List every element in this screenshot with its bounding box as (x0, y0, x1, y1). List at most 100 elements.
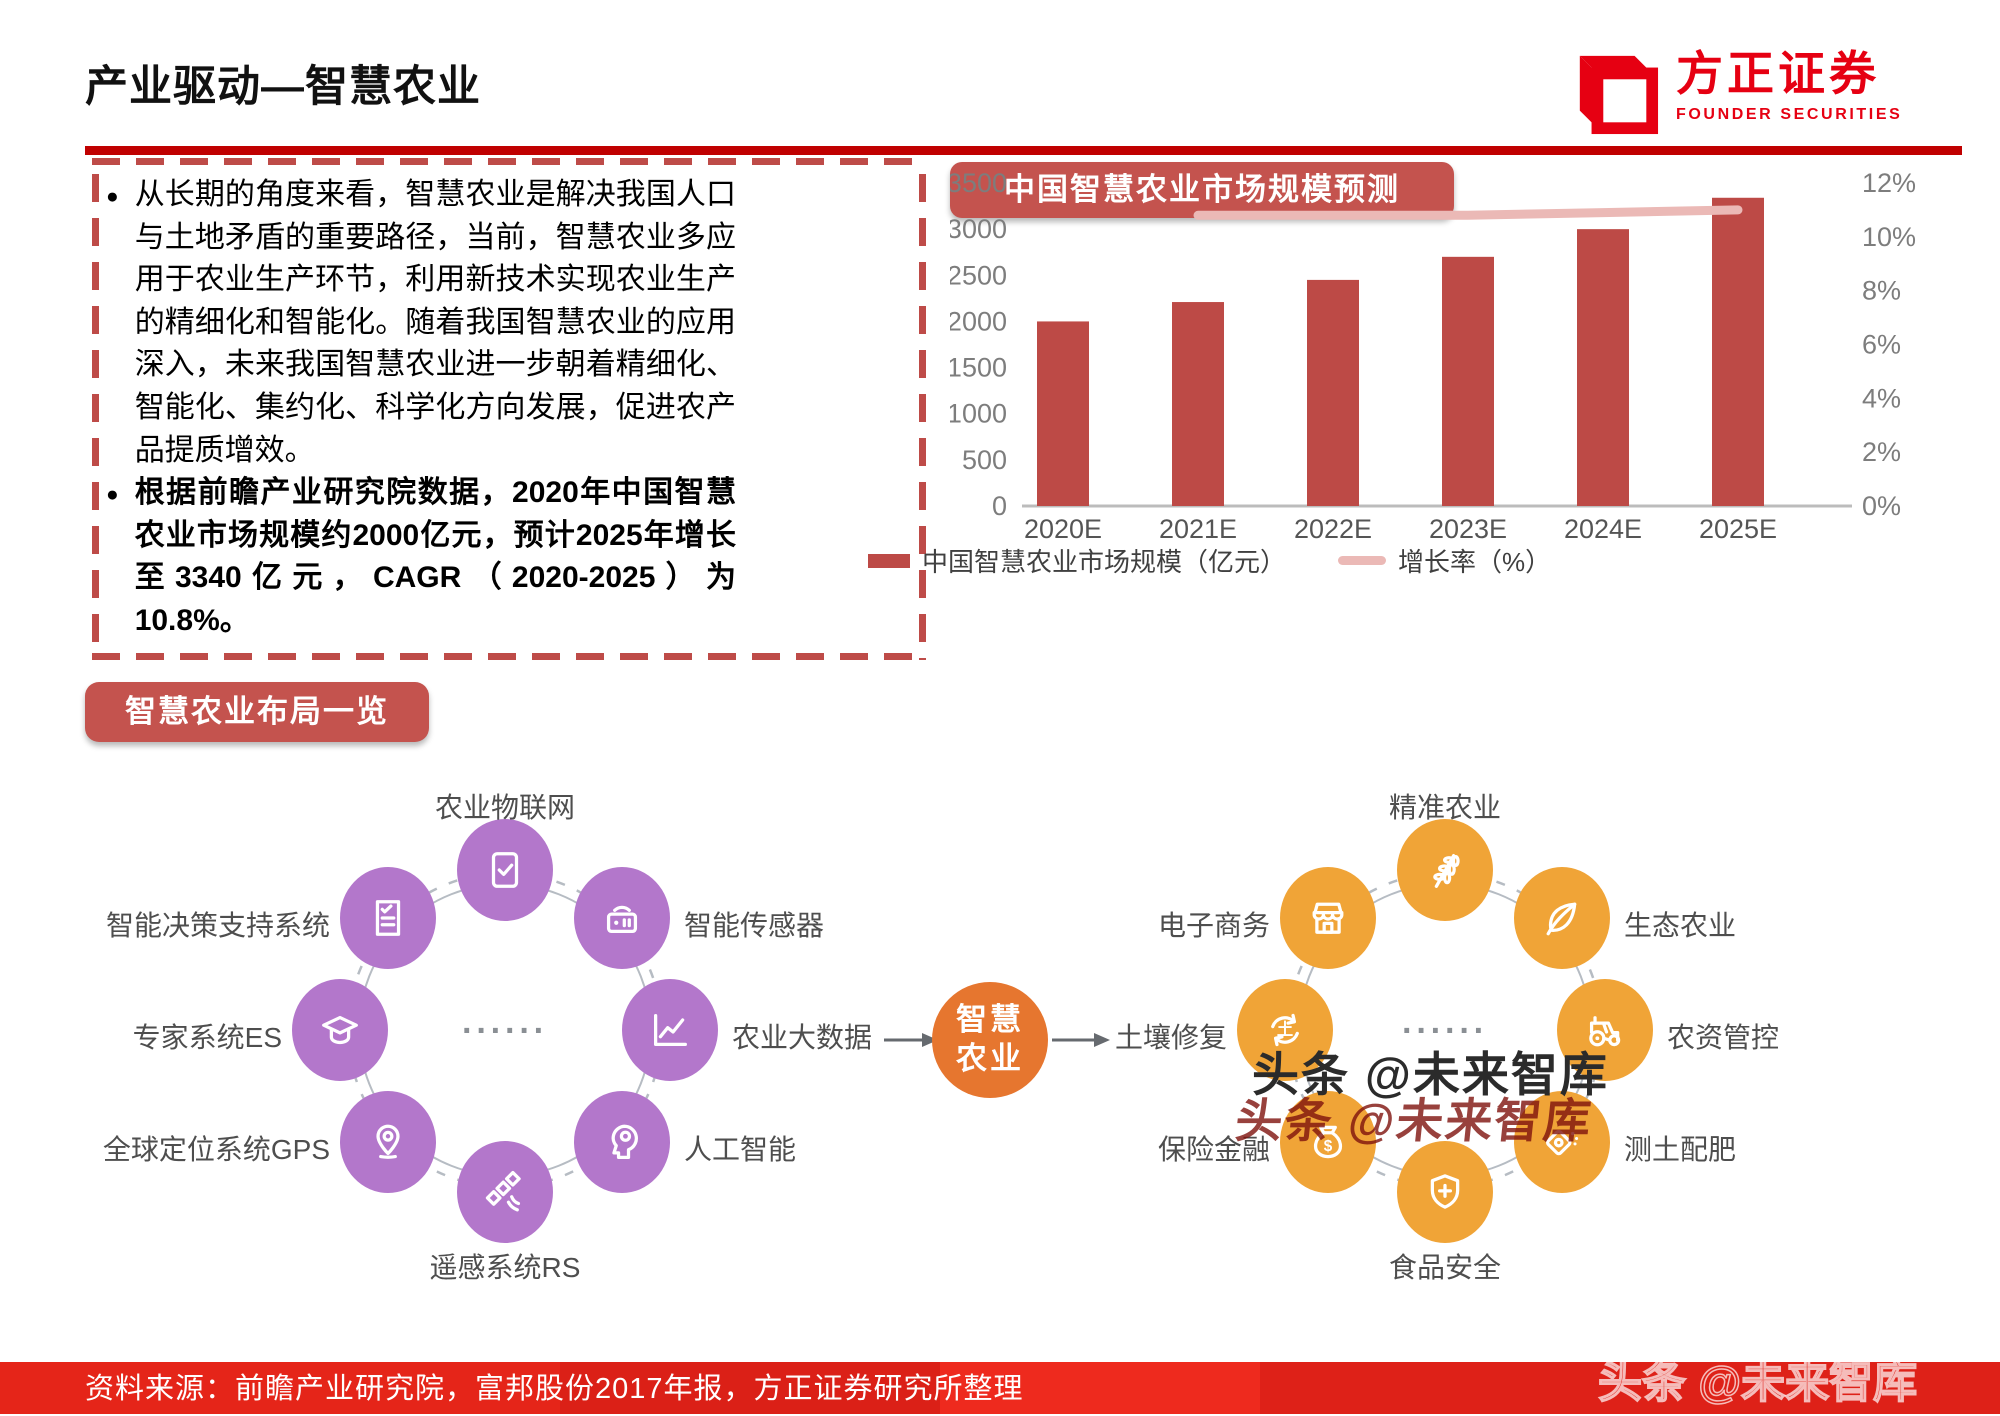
watermark-toutiao: 头条 @未来智库 (1252, 1048, 1609, 1101)
sensor-icon (606, 905, 638, 934)
source-text: 资料来源：前瞻产业研究院，富邦股份2017年报，方正证券研究所整理 (85, 1373, 1024, 1405)
label-soil-testing: 测土配肥 (1624, 1134, 1737, 1165)
chart-title-badge: 中国智慧农业市场规模预测 (950, 162, 1454, 218)
legend-item-market-size: 中国智慧农业市场规模（亿元） (868, 542, 1286, 579)
label-agri-bigdata: 农业大数据 (732, 1022, 873, 1053)
label-ai: 人工智能 (684, 1134, 797, 1165)
y-axis-tick-left: 1500 (950, 353, 1007, 383)
leaf-icon (1546, 902, 1577, 936)
y-axis-tick-left: 0 (992, 491, 1007, 521)
money-bag-icon: $ (1313, 1125, 1343, 1159)
y-axis-tick-right: 10% (1862, 222, 1916, 252)
logo-name-cn: 方正证券 (1676, 47, 1880, 100)
label-gps: 全球定位系统GPS (102, 1134, 330, 1165)
svg-text:$: $ (1324, 1138, 1333, 1155)
watermark-toutiao-shadow: 头条 @未来智库 (1232, 1094, 1596, 1147)
y-axis-tick-right: 4% (1862, 383, 1901, 413)
section-badge: 智慧农业布局一览 (85, 682, 429, 742)
y-axis-tick-left: 500 (962, 445, 1007, 475)
legend-item-growth-rate: 增长率（%） (1338, 542, 1551, 579)
x-axis-tick: 2025E (1699, 514, 1777, 544)
shield-plus-icon (1430, 1174, 1460, 1209)
bar-2024E (1577, 229, 1629, 506)
label-soil-remediation: 土壤修复 (1114, 1022, 1227, 1053)
doc-check-icon (491, 852, 519, 888)
title-underline (85, 146, 1962, 155)
label-food-safety: 食品安全 (1388, 1252, 1502, 1283)
node-eco-agri (1514, 867, 1610, 969)
storefront-icon (1312, 902, 1344, 934)
y-axis-tick-left: 3000 (950, 214, 1007, 244)
node-smart-sensor (574, 867, 670, 969)
node-soil-remediation: 土 (1237, 979, 1333, 1081)
graduation-cap-icon (322, 1015, 358, 1045)
node-insurance-finance: $ (1280, 1091, 1376, 1193)
y-axis-tick-left: 3500 (950, 172, 1007, 198)
watermark-toutiao-outline: 头条 @未来智库 (1597, 1357, 1918, 1408)
growth-rate-line (1193, 205, 1743, 220)
arrow-bigdata-to-hub-icon (884, 1033, 938, 1047)
label-agri-iot: 农业物联网 (434, 792, 576, 823)
node-remote-sensing (457, 1141, 553, 1243)
label-decision-support: 智能决策支持系统 (105, 910, 330, 941)
legend-market-size-label: 中国智慧农业市场规模（亿元） (922, 547, 1287, 577)
node-agri-iot (457, 819, 553, 921)
node-ecommerce (1280, 867, 1376, 969)
node-soil-testing (1514, 1091, 1610, 1193)
founder-securities-logo: 方正证券 FOUNDER SECURITIES (1572, 48, 1902, 141)
label-precision-agri: 精准农业 (1388, 792, 1502, 823)
logo-name-en: FOUNDER SECURITIES (1676, 105, 1903, 123)
recycle-soil-icon: 土 (1271, 1013, 1299, 1047)
x-axis-tick: 2021E (1159, 514, 1237, 544)
y-axis-tick-right: 2% (1862, 437, 1901, 467)
intro-text-box: ● 从长期的角度来看，智慧农业是解决我国人口与土地矛盾的重要路径，当前，智慧农业… (92, 158, 926, 660)
label-smart-sensor: 智能传感器 (684, 910, 825, 941)
y-axis-tick-right: 6% (1862, 330, 1901, 360)
bar-2021E (1172, 302, 1224, 506)
soil-test-icon (1546, 1129, 1579, 1156)
bar-2025E (1712, 197, 1764, 506)
left-ring-ellipsis: ······ (462, 1012, 548, 1050)
market-size-chart: 3500 3000 2500 2000 1500 1000 500 0 12% 10% 8% 6% 4%… (950, 172, 1916, 544)
bar-2022E (1307, 279, 1359, 506)
bar-2020E (1037, 321, 1089, 506)
label-ecommerce: 电子商务 (1157, 910, 1270, 941)
page-title: 产业驱动—智慧农业 (85, 63, 481, 111)
wheat-icon (1433, 853, 1460, 888)
label-agri-input-control: 农资管控 (1667, 1022, 1780, 1053)
node-agri-bigdata (622, 979, 718, 1081)
y-axis-tick-left: 2000 (950, 306, 1007, 336)
y-axis-tick-right: 12% (1862, 172, 1916, 198)
node-ai (574, 1091, 670, 1193)
line-swatch-icon (1338, 556, 1387, 565)
node-precision-agri (1397, 819, 1493, 921)
hub-line2: 农业 (956, 1041, 1024, 1076)
label-eco-agri: 生态农业 (1624, 910, 1737, 941)
line-chart-icon (653, 1013, 687, 1047)
y-axis-tick-right: 0% (1862, 491, 1901, 521)
bullet-dot-icon: ● (106, 483, 119, 507)
smart-agriculture-hub: 智慧 农业 (932, 982, 1048, 1098)
node-agri-input-control (1557, 979, 1653, 1081)
intro-bullet-2-text: 根据前瞻产业研究院数据，2020年中国智慧农业市场规模约2000亿元，预计202… (134, 476, 736, 637)
intro-bullet-1-text: 从长期的角度来看，智慧农业是解决我国人口与土地矛盾的重要路径，当前，智慧农业多应… (134, 178, 736, 467)
bar-2023E (1442, 256, 1494, 506)
tractor-icon (1589, 1016, 1621, 1047)
x-axis-tick: 2023E (1429, 514, 1507, 544)
hub-line1: 智慧 (956, 1002, 1024, 1038)
node-decision-support (340, 867, 436, 969)
bar-swatch-icon (868, 553, 910, 568)
node-food-safety (1397, 1141, 1493, 1243)
right-ring-ellipsis: ······ (1402, 1012, 1488, 1050)
footer-source-bar: 资料来源：前瞻产业研究院，富邦股份2017年报，方正证券研究所整理 (0, 1362, 2000, 1414)
founder-cube-icon (1572, 48, 1660, 141)
svg-text:土: 土 (1277, 1020, 1293, 1039)
gps-pin-icon (376, 1124, 400, 1159)
x-axis-tick: 2024E (1564, 514, 1642, 544)
arrow-hub-to-soil-icon (1052, 1033, 1110, 1047)
y-axis-tick-left: 2500 (950, 260, 1007, 290)
label-insurance-finance: 保险金融 (1157, 1134, 1270, 1165)
intro-bullet-2: ● 根据前瞻产业研究院数据，2020年中国智慧农业市场规模约2000亿元，预计2… (106, 472, 736, 642)
satellite-icon (485, 1170, 521, 1212)
